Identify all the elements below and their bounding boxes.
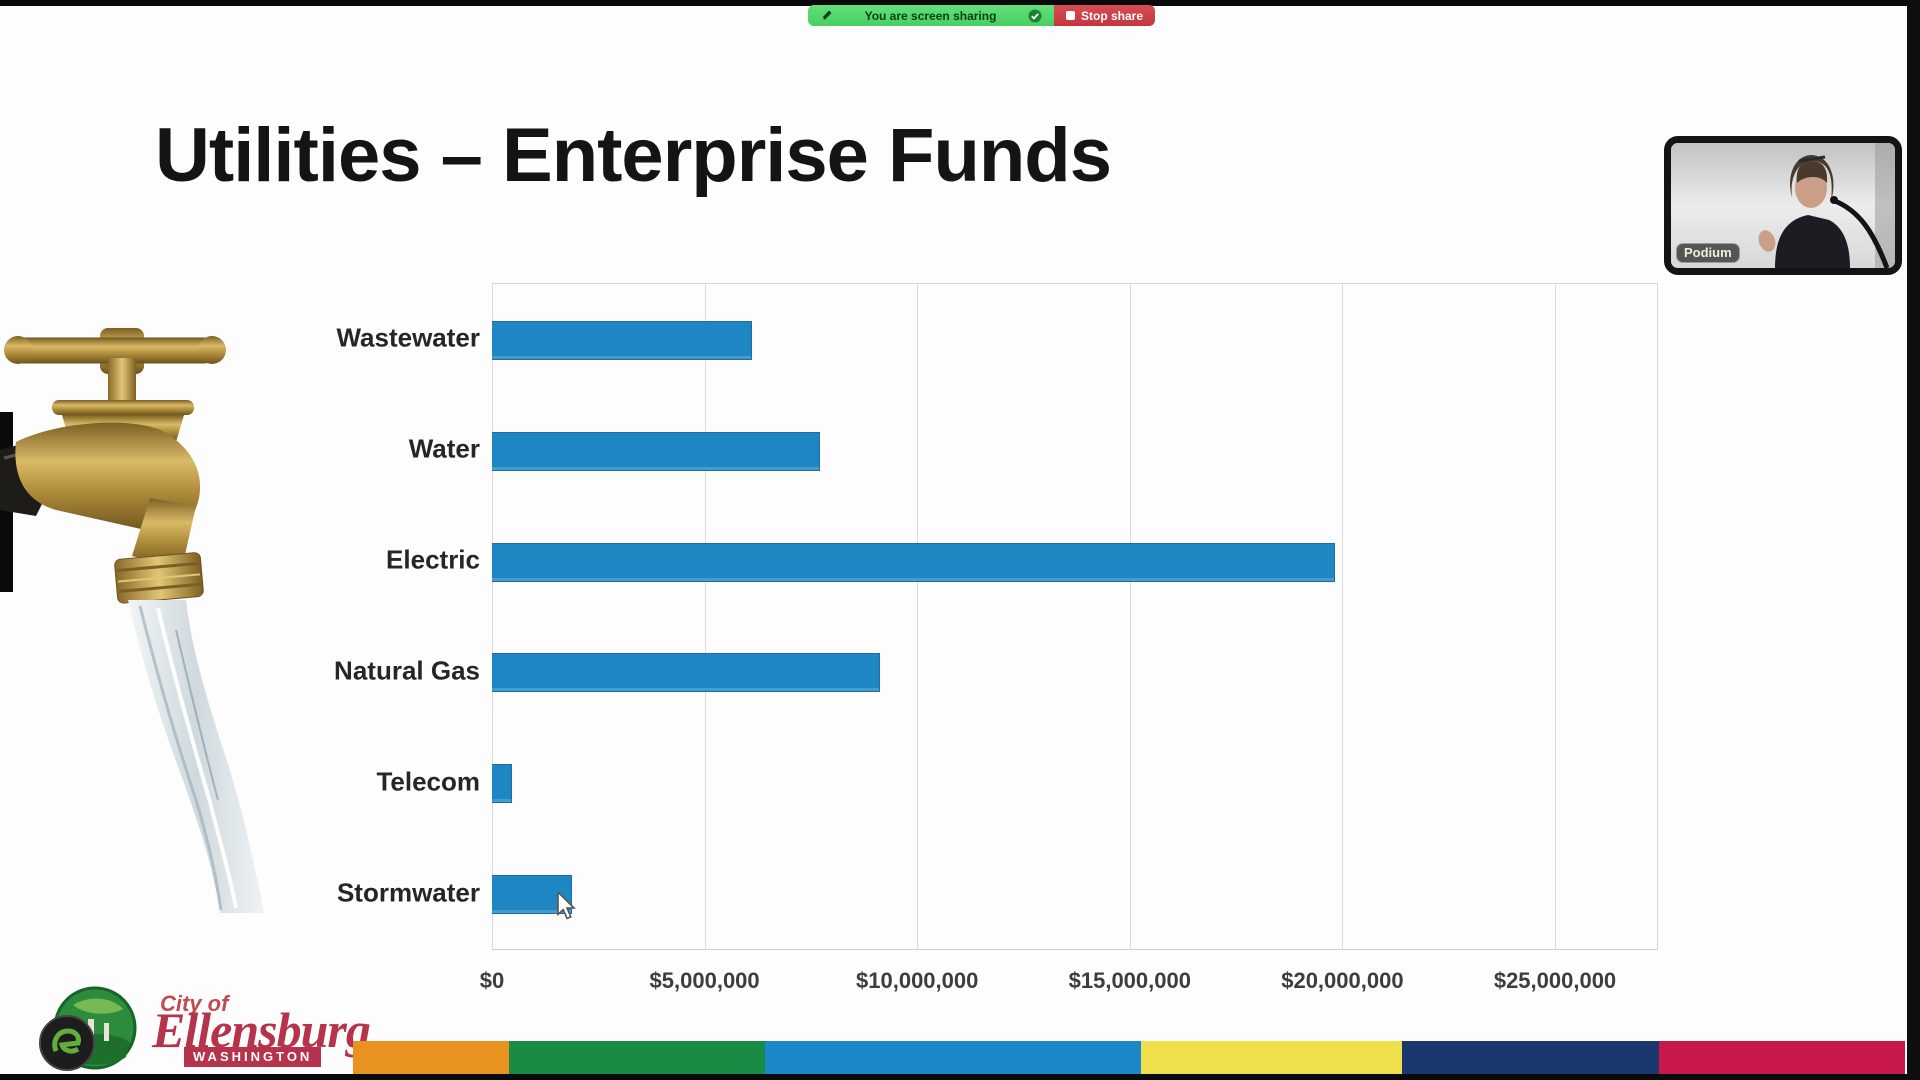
stop-icon <box>1066 11 1075 20</box>
category-label-natural-gas: Natural Gas <box>334 655 480 686</box>
category-label-water: Water <box>408 433 480 464</box>
mouse-cursor <box>557 892 576 920</box>
logo-city-of: City of <box>160 991 229 1016</box>
gridline-5 <box>1555 284 1556 949</box>
chart-plot-area <box>492 283 1658 950</box>
footer-color-stripe <box>353 1041 1905 1074</box>
x-tick-5: $25,000,000 <box>1493 968 1617 993</box>
category-label-electric: Electric <box>386 544 480 575</box>
screen-top-edge <box>0 0 1920 6</box>
slide-title: Utilities – Enterprise Funds <box>155 113 1112 198</box>
stripe-segment-4 <box>1402 1041 1659 1074</box>
x-tick-0: $0 <box>479 968 505 993</box>
screen-sharing-banner: You are screen sharing Stop share <box>808 5 1156 26</box>
shield-check-icon <box>1028 9 1042 22</box>
screen-right-edge <box>1907 0 1920 1080</box>
screen-sharing-text: You are screen sharing <box>864 8 997 23</box>
faucet-image <box>0 328 264 913</box>
category-label-stormwater: Stormwater <box>336 877 480 908</box>
x-tick-1: $5,000,000 <box>649 968 760 993</box>
bar-electric <box>492 542 1335 582</box>
stripe-segment-2 <box>765 1041 1141 1074</box>
webcam-overlay[interactable]: Podium <box>1664 136 1902 275</box>
bar-wastewater <box>492 320 753 360</box>
logo-state-label: WASHINGTON <box>184 1047 322 1067</box>
gridline-3 <box>1129 284 1131 949</box>
stop-share-button[interactable]: Stop share <box>1054 5 1156 26</box>
city-logo: City of Ellensburg WASHINGTON <box>28 985 371 1073</box>
stop-share-label: Stop share <box>1081 8 1144 23</box>
x-tick-4: $20,000,000 <box>1281 968 1404 993</box>
category-label-telecom: Telecom <box>376 766 480 797</box>
screen-bottom-edge <box>0 1074 1920 1080</box>
gridline-4 <box>1342 284 1344 949</box>
x-tick-2: $10,000,000 <box>856 968 979 993</box>
bar-telecom <box>492 764 513 804</box>
category-label-wastewater: Wastewater <box>336 322 480 353</box>
x-tick-3: $15,000,000 <box>1068 968 1191 993</box>
stripe-segment-0 <box>353 1041 509 1074</box>
participant-name-badge: Podium <box>1676 243 1740 263</box>
city-logo-emblem <box>39 986 137 1071</box>
stripe-segment-1 <box>509 1041 765 1074</box>
bar-water <box>492 431 821 471</box>
annotate-pencil-icon <box>822 10 832 20</box>
bar-natural-gas <box>492 653 880 693</box>
gridline-2 <box>917 284 919 949</box>
stripe-segment-3 <box>1141 1041 1402 1074</box>
screen-sharing-pill: You are screen sharing <box>808 5 1054 26</box>
gridline-1 <box>704 284 706 949</box>
gridline-0 <box>492 284 493 949</box>
stripe-segment-5 <box>1659 1041 1905 1074</box>
